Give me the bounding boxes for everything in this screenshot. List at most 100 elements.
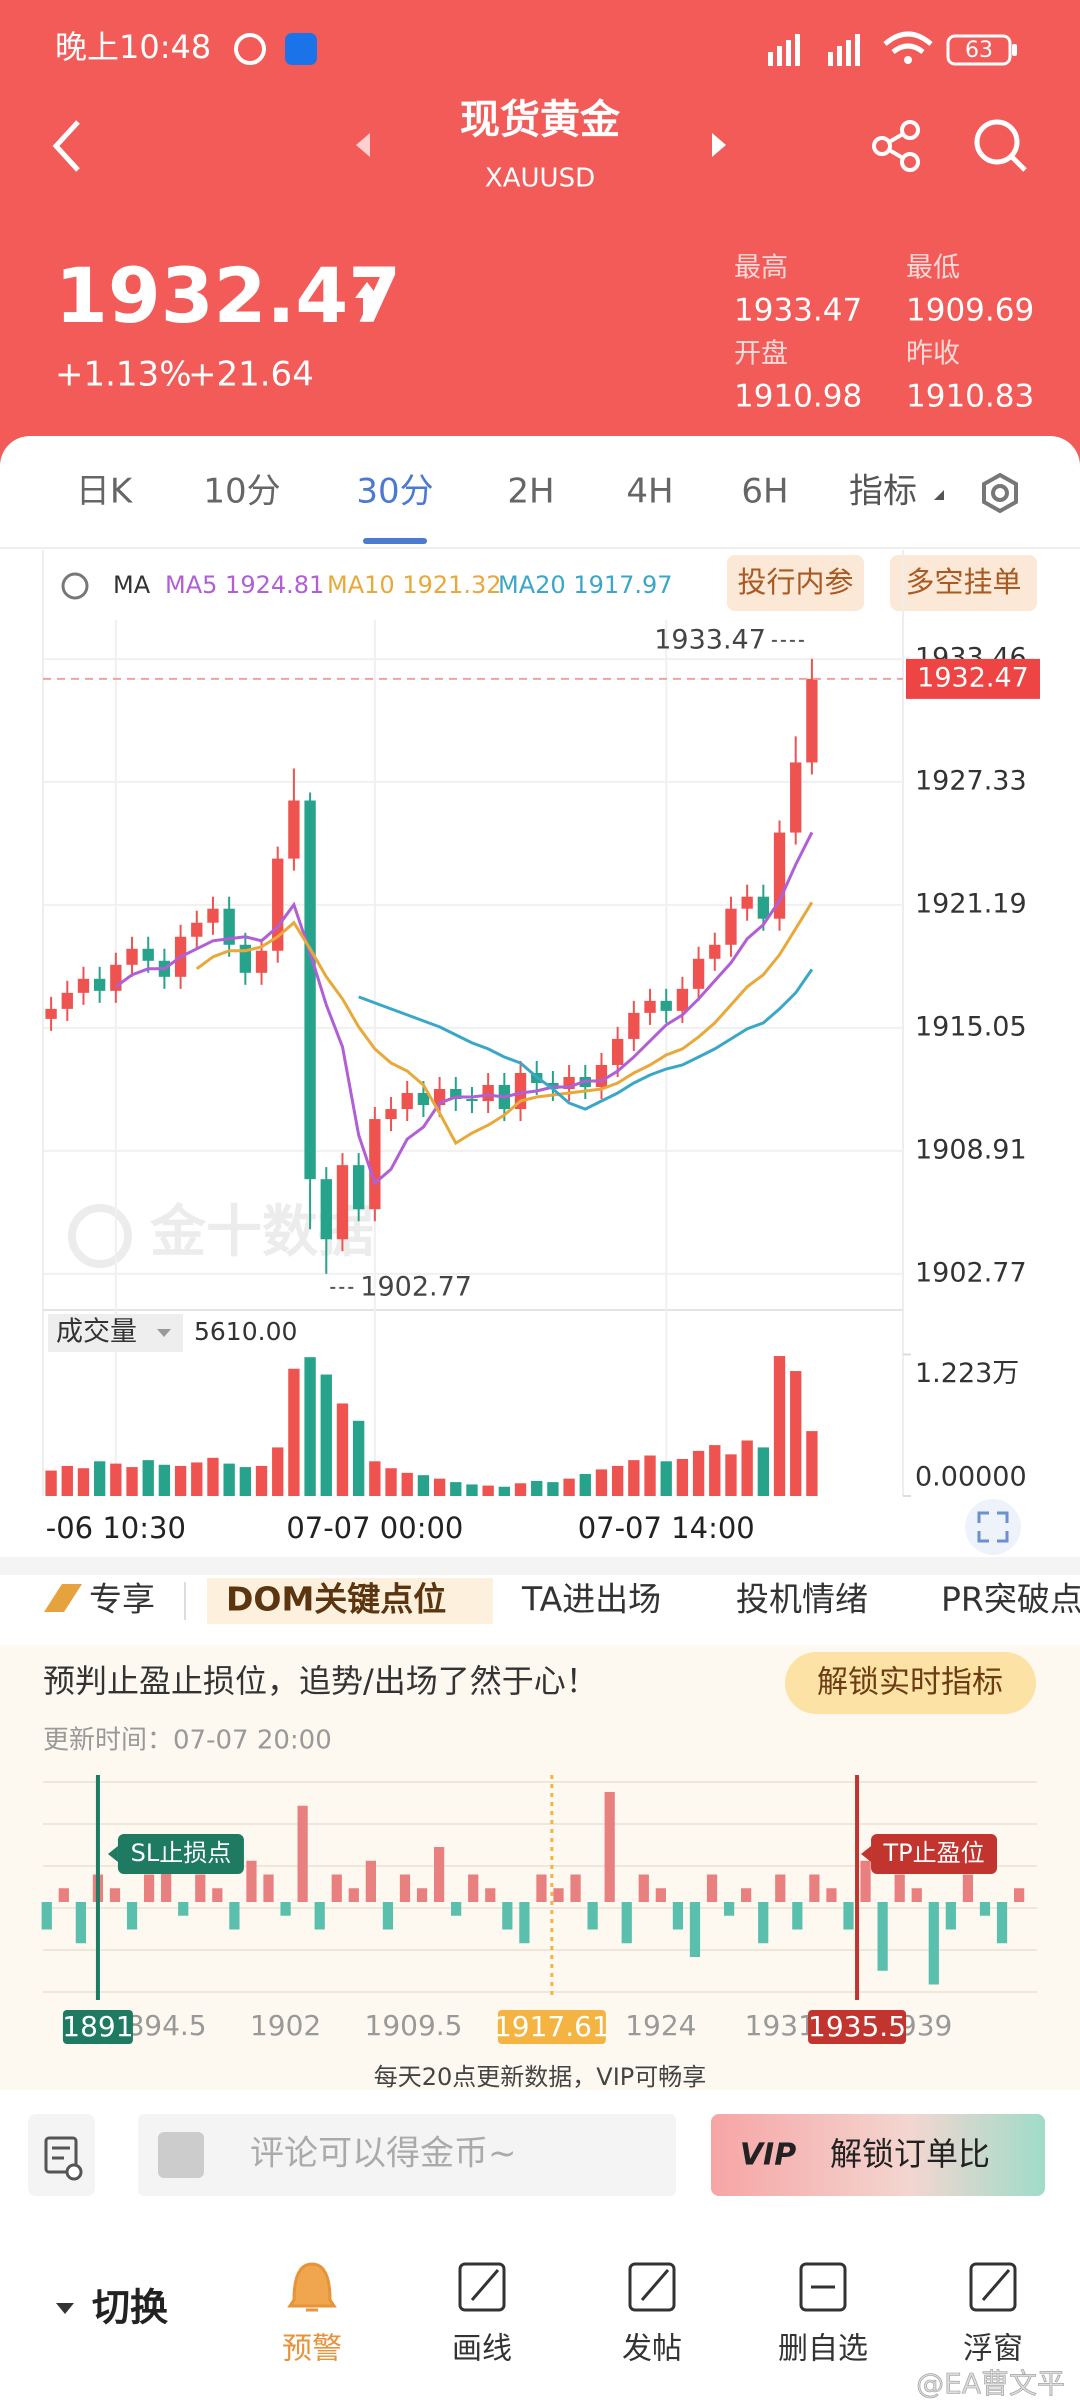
- form-button[interactable]: [28, 2114, 95, 2196]
- candle-body: [304, 800, 316, 1180]
- volume-caret: [157, 1329, 171, 1337]
- settings-button[interactable]: [982, 472, 1018, 514]
- dom-bar: [382, 1902, 394, 1930]
- status-icons: [234, 31, 1017, 66]
- dom-bar: [297, 1805, 308, 1902]
- nav-label[interactable]: 预警: [282, 2332, 342, 2367]
- nav-icon: [628, 2262, 676, 2312]
- volume-tick-label: 1.223万: [915, 1358, 1019, 1389]
- change-percent: +1.13%: [55, 355, 192, 395]
- chart-button[interactable]: [727, 555, 864, 611]
- exclusive-icon: [44, 1584, 82, 1612]
- dom-tab-highlight: [207, 1578, 493, 1624]
- volume-bar: [320, 1374, 332, 1496]
- prev-symbol[interactable]: [356, 133, 370, 157]
- volume-bar: [336, 1403, 349, 1496]
- fullscreen-icon: [977, 1511, 1009, 1543]
- ma-line: [358, 968, 814, 1111]
- ma-line: [114, 831, 814, 1186]
- volume-bar: [369, 1461, 381, 1496]
- dom-bar: [399, 1874, 411, 1902]
- volume-bar: [255, 1465, 268, 1496]
- chart-watermark: 金十数据: [149, 1200, 374, 1265]
- unlock-orders-button[interactable]: [711, 2114, 1045, 2196]
- volume-bar: [514, 1483, 527, 1496]
- stat-value: 1909.69: [906, 293, 1034, 329]
- volume-bar: [142, 1460, 154, 1496]
- dom-bar: [911, 1888, 922, 1902]
- battery-level: 63: [965, 38, 993, 63]
- dom-tab[interactable]: 专享: [89, 1580, 155, 1619]
- dom-bar: [451, 1902, 462, 1916]
- indicator-tab[interactable]: 指标: [849, 472, 917, 512]
- volume-bar: [450, 1482, 462, 1496]
- nav-label[interactable]: 删自选: [778, 2332, 868, 2367]
- unlock-indicator-label: 解锁实时指标: [817, 1665, 1003, 1701]
- ma-line: [195, 901, 814, 1146]
- fullscreen-button[interactable]: [965, 1499, 1021, 1555]
- ma-label: MA: [113, 571, 151, 599]
- next-symbol[interactable]: [712, 133, 726, 157]
- dom-bar: [161, 1860, 172, 1902]
- volume-bar: [692, 1450, 705, 1496]
- nav-icon: [458, 2262, 506, 2312]
- candle-body: [110, 964, 122, 991]
- danmaku-icon[interactable]: [158, 2132, 204, 2178]
- period-tab[interactable]: 10分: [203, 472, 280, 512]
- candle-body: [660, 1000, 672, 1011]
- dom-bar: [928, 1902, 939, 1985]
- switch-label[interactable]: 切换: [92, 2286, 168, 2330]
- period-tab[interactable]: 4H: [626, 472, 673, 512]
- dom-level-label: 1891: [62, 2010, 133, 2043]
- indicator-caret: [934, 490, 944, 500]
- max-label: 1933.47: [654, 624, 766, 655]
- nav-label[interactable]: 发帖: [622, 2332, 682, 2367]
- sl-label: SL止损点: [131, 1839, 232, 1867]
- period-tab[interactable]: 2H: [507, 472, 554, 512]
- chart-button[interactable]: [890, 555, 1037, 611]
- search-button[interactable]: [974, 119, 1027, 172]
- dom-bar: [979, 1902, 991, 1916]
- back-button[interactable]: [52, 120, 80, 172]
- period-tab[interactable]: 6H: [741, 472, 788, 512]
- dom-tab[interactable]: PR突破点: [941, 1580, 1080, 1619]
- y-tick-label: 1908.91: [915, 1134, 1027, 1165]
- candle-body: [77, 978, 90, 993]
- candle-body: [255, 950, 268, 973]
- period-tabs: 日K 10分 30分 2H 4H 6H: [76, 472, 789, 544]
- sl-tag: [117, 1834, 244, 1874]
- candle-body: [692, 958, 705, 989]
- dom-bar: [246, 1860, 257, 1902]
- watermark: @EA曹文平: [916, 2367, 1065, 2400]
- dom-tab[interactable]: 投机情绪: [736, 1580, 868, 1619]
- dom-bar: [126, 1902, 138, 1930]
- period-tab[interactable]: 30分: [356, 472, 433, 512]
- volume-bar: [595, 1469, 608, 1496]
- ma-settings-icon[interactable]: [61, 572, 89, 600]
- candle-body: [239, 944, 252, 973]
- share-button[interactable]: [872, 120, 920, 172]
- candle-body: [676, 988, 689, 1011]
- candle-body: [709, 944, 721, 959]
- nav-label[interactable]: 画线: [452, 2332, 512, 2367]
- y-tick-label: 1902.77: [915, 1257, 1027, 1288]
- candle-body: [207, 908, 219, 923]
- candle-body: [417, 1093, 430, 1106]
- dom-tab[interactable]: DOM关键点位: [226, 1580, 446, 1619]
- dom-bar: [143, 1874, 155, 1902]
- dom-tab[interactable]: TA进出场: [521, 1580, 661, 1619]
- legend-entry: MA10 1921.32: [327, 571, 502, 599]
- nav-label[interactable]: 浮窗: [963, 2332, 1023, 2367]
- current-price-label: 1932.47: [917, 662, 1029, 693]
- unlock-indicator-button[interactable]: [785, 1652, 1036, 1714]
- candle-body: [288, 800, 300, 859]
- dom-level-tag: [808, 2010, 907, 2044]
- period-tab[interactable]: 日K: [76, 472, 134, 512]
- dom-bar: [638, 1874, 649, 1902]
- volume-bar: [272, 1447, 284, 1496]
- comment-input[interactable]: [138, 2114, 676, 2196]
- stat-label: 开盘: [734, 339, 788, 370]
